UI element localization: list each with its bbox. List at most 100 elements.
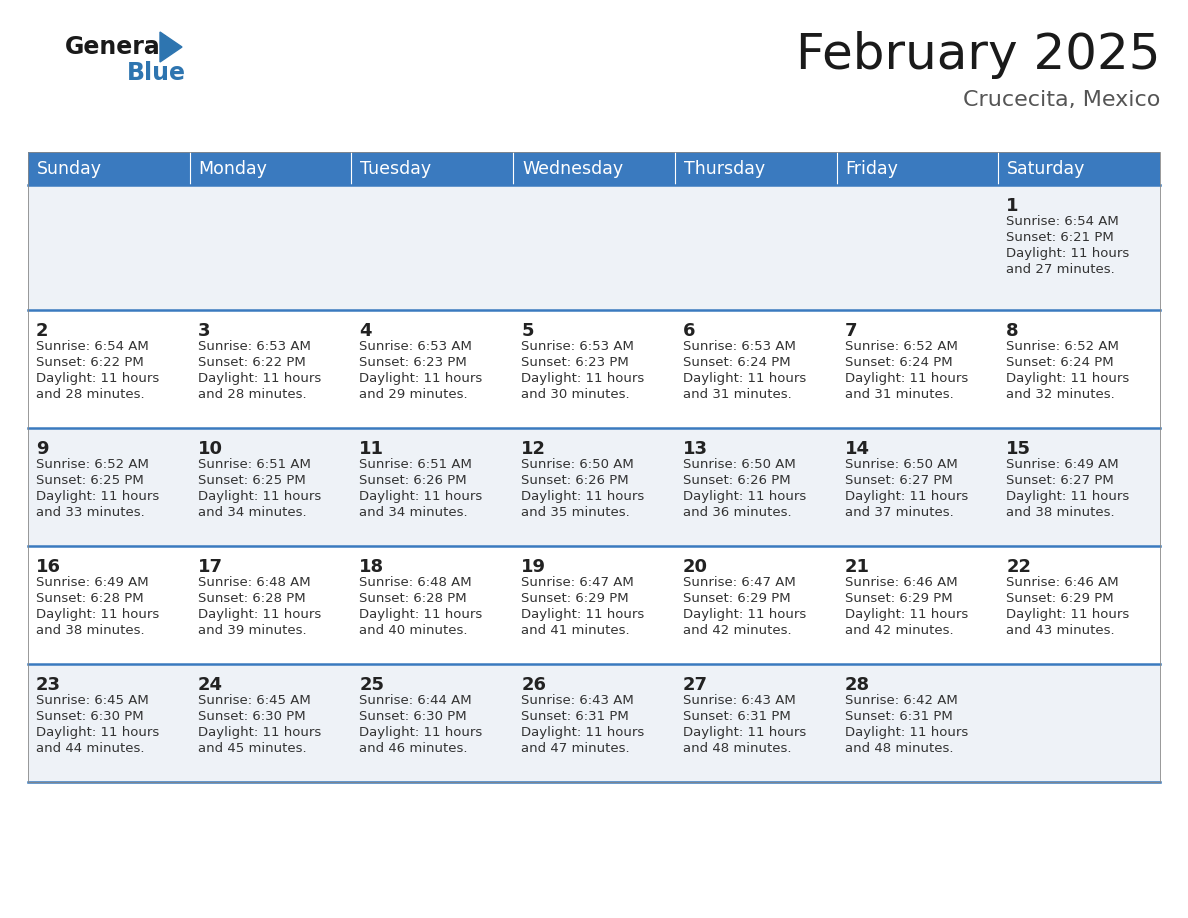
Text: Daylight: 11 hours: Daylight: 11 hours: [197, 608, 321, 621]
Bar: [513, 152, 675, 185]
Text: 8: 8: [1006, 322, 1019, 340]
Text: Sunset: 6:27 PM: Sunset: 6:27 PM: [1006, 474, 1114, 487]
Text: Daylight: 11 hours: Daylight: 11 hours: [845, 490, 968, 503]
Text: 26: 26: [522, 676, 546, 694]
Text: 6: 6: [683, 322, 695, 340]
Text: Sunrise: 6:52 AM: Sunrise: 6:52 AM: [1006, 340, 1119, 353]
Text: Daylight: 11 hours: Daylight: 11 hours: [1006, 247, 1130, 260]
Text: Sunset: 6:22 PM: Sunset: 6:22 PM: [197, 356, 305, 369]
Text: Daylight: 11 hours: Daylight: 11 hours: [360, 372, 482, 385]
Text: 27: 27: [683, 676, 708, 694]
Text: and 29 minutes.: and 29 minutes.: [360, 388, 468, 401]
Text: Daylight: 11 hours: Daylight: 11 hours: [1006, 490, 1130, 503]
Text: and 36 minutes.: and 36 minutes.: [683, 506, 791, 519]
Text: 12: 12: [522, 440, 546, 458]
Text: and 39 minutes.: and 39 minutes.: [197, 624, 307, 637]
Text: Sunset: 6:23 PM: Sunset: 6:23 PM: [522, 356, 628, 369]
Text: and 43 minutes.: and 43 minutes.: [1006, 624, 1114, 637]
Text: Daylight: 11 hours: Daylight: 11 hours: [522, 490, 644, 503]
Text: 28: 28: [845, 676, 870, 694]
Text: Sunrise: 6:49 AM: Sunrise: 6:49 AM: [36, 576, 148, 589]
Bar: [29, 546, 1159, 664]
Text: Daylight: 11 hours: Daylight: 11 hours: [522, 608, 644, 621]
Bar: [998, 152, 1159, 185]
Text: Daylight: 11 hours: Daylight: 11 hours: [683, 726, 807, 739]
Text: Sunset: 6:28 PM: Sunset: 6:28 PM: [36, 592, 144, 605]
Text: General: General: [65, 35, 169, 59]
Text: 23: 23: [36, 676, 61, 694]
Bar: [29, 152, 1159, 782]
Text: Daylight: 11 hours: Daylight: 11 hours: [1006, 608, 1130, 621]
Text: February 2025: February 2025: [796, 31, 1159, 79]
Text: Blue: Blue: [127, 61, 187, 85]
Text: Sunset: 6:28 PM: Sunset: 6:28 PM: [360, 592, 467, 605]
Polygon shape: [160, 32, 182, 62]
Text: Sunset: 6:30 PM: Sunset: 6:30 PM: [360, 710, 467, 723]
Text: Sunset: 6:24 PM: Sunset: 6:24 PM: [845, 356, 953, 369]
Bar: [190, 152, 352, 185]
Text: and 31 minutes.: and 31 minutes.: [683, 388, 791, 401]
Text: Sunrise: 6:43 AM: Sunrise: 6:43 AM: [683, 694, 796, 707]
Text: Sunset: 6:29 PM: Sunset: 6:29 PM: [683, 592, 790, 605]
Text: 15: 15: [1006, 440, 1031, 458]
Text: Daylight: 11 hours: Daylight: 11 hours: [36, 608, 159, 621]
Text: Daylight: 11 hours: Daylight: 11 hours: [845, 726, 968, 739]
Text: and 44 minutes.: and 44 minutes.: [36, 742, 145, 755]
Text: Sunset: 6:26 PM: Sunset: 6:26 PM: [683, 474, 790, 487]
Text: 21: 21: [845, 558, 870, 576]
Text: and 48 minutes.: and 48 minutes.: [845, 742, 953, 755]
Text: Daylight: 11 hours: Daylight: 11 hours: [845, 372, 968, 385]
Bar: [29, 185, 1159, 310]
Text: 18: 18: [360, 558, 385, 576]
Text: Sunrise: 6:52 AM: Sunrise: 6:52 AM: [845, 340, 958, 353]
Text: 9: 9: [36, 440, 49, 458]
Text: Sunrise: 6:48 AM: Sunrise: 6:48 AM: [197, 576, 310, 589]
Text: and 30 minutes.: and 30 minutes.: [522, 388, 630, 401]
Text: Sunset: 6:25 PM: Sunset: 6:25 PM: [197, 474, 305, 487]
Text: Sunset: 6:30 PM: Sunset: 6:30 PM: [197, 710, 305, 723]
Text: Daylight: 11 hours: Daylight: 11 hours: [197, 490, 321, 503]
Text: and 34 minutes.: and 34 minutes.: [360, 506, 468, 519]
Text: Sunset: 6:30 PM: Sunset: 6:30 PM: [36, 710, 144, 723]
Text: and 28 minutes.: and 28 minutes.: [197, 388, 307, 401]
Text: and 37 minutes.: and 37 minutes.: [845, 506, 953, 519]
Text: 1: 1: [1006, 197, 1019, 215]
Text: Daylight: 11 hours: Daylight: 11 hours: [683, 372, 807, 385]
Text: 13: 13: [683, 440, 708, 458]
Text: and 31 minutes.: and 31 minutes.: [845, 388, 953, 401]
Text: Sunset: 6:24 PM: Sunset: 6:24 PM: [1006, 356, 1114, 369]
Text: Daylight: 11 hours: Daylight: 11 hours: [197, 372, 321, 385]
Bar: [29, 310, 1159, 428]
Bar: [29, 664, 1159, 782]
Text: 7: 7: [845, 322, 857, 340]
Text: 25: 25: [360, 676, 385, 694]
Text: 10: 10: [197, 440, 222, 458]
Text: 19: 19: [522, 558, 546, 576]
Text: Sunrise: 6:44 AM: Sunrise: 6:44 AM: [360, 694, 472, 707]
Bar: [352, 152, 513, 185]
Text: 24: 24: [197, 676, 222, 694]
Text: Sunset: 6:29 PM: Sunset: 6:29 PM: [1006, 592, 1114, 605]
Text: Thursday: Thursday: [684, 160, 765, 177]
Bar: [675, 152, 836, 185]
Text: Sunrise: 6:50 AM: Sunrise: 6:50 AM: [522, 458, 634, 471]
Text: Daylight: 11 hours: Daylight: 11 hours: [1006, 372, 1130, 385]
Text: Sunset: 6:21 PM: Sunset: 6:21 PM: [1006, 231, 1114, 244]
Text: Daylight: 11 hours: Daylight: 11 hours: [522, 372, 644, 385]
Text: 16: 16: [36, 558, 61, 576]
Bar: [29, 428, 1159, 546]
Text: Sunrise: 6:47 AM: Sunrise: 6:47 AM: [522, 576, 634, 589]
Text: and 42 minutes.: and 42 minutes.: [683, 624, 791, 637]
Text: Sunrise: 6:45 AM: Sunrise: 6:45 AM: [36, 694, 148, 707]
Text: Daylight: 11 hours: Daylight: 11 hours: [360, 608, 482, 621]
Text: Daylight: 11 hours: Daylight: 11 hours: [36, 726, 159, 739]
Text: Sunset: 6:22 PM: Sunset: 6:22 PM: [36, 356, 144, 369]
Text: Sunrise: 6:52 AM: Sunrise: 6:52 AM: [36, 458, 148, 471]
Text: Sunset: 6:31 PM: Sunset: 6:31 PM: [845, 710, 953, 723]
Text: and 41 minutes.: and 41 minutes.: [522, 624, 630, 637]
Text: Sunset: 6:29 PM: Sunset: 6:29 PM: [845, 592, 953, 605]
Text: Daylight: 11 hours: Daylight: 11 hours: [845, 608, 968, 621]
Text: and 47 minutes.: and 47 minutes.: [522, 742, 630, 755]
Bar: [836, 152, 998, 185]
Text: 5: 5: [522, 322, 533, 340]
